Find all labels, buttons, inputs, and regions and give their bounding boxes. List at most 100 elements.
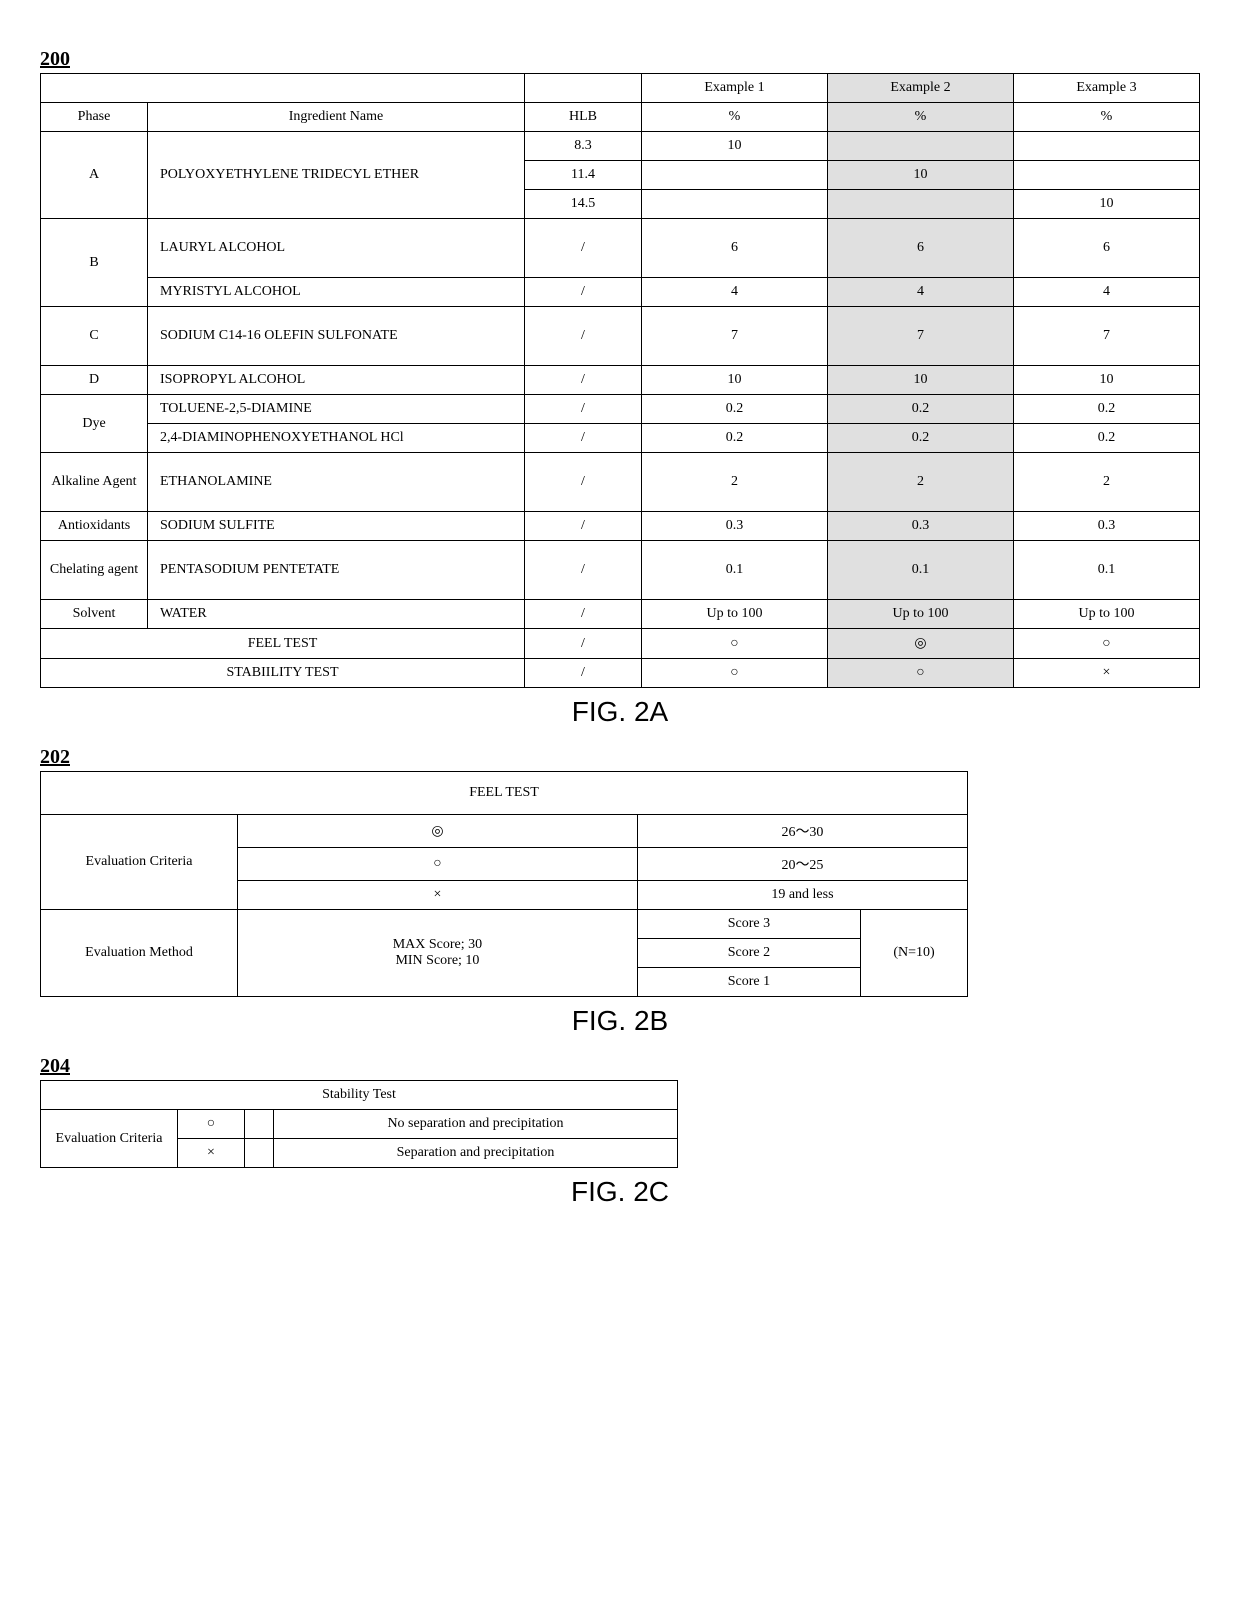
dye-ex2-0: 0.2 [828,395,1014,424]
chel-hlb: / [525,541,642,600]
t202-evalcrit: Evaluation Criteria [41,815,238,910]
t202-sym-2: × [238,881,638,910]
ref-202: 202 [40,746,1200,769]
caption-fig2a: FIG. 2A [40,696,1200,728]
solv-ex1: Up to 100 [642,600,828,629]
b-hlb-1: / [525,278,642,307]
caption-fig2c: FIG. 2C [40,1176,1200,1208]
c-ex2: 7 [828,307,1014,366]
a-hlb-1: 11.4 [525,161,642,190]
t202-max: MAX Score; 30 [246,937,629,953]
alk-ex1: 2 [642,453,828,512]
b-name-0: LAURYL ALCOHOL [148,219,525,278]
phase-d-label: D [41,366,148,395]
solv-name: WATER [148,600,525,629]
aox-hlb: / [525,512,642,541]
ref-204: 204 [40,1055,1200,1078]
aox-ex1: 0.3 [642,512,828,541]
a-ex1-0: 10 [642,132,828,161]
dye-name-0: TOLUENE-2,5-DIAMINE [148,395,525,424]
aox-name: SODIUM SULFITE [148,512,525,541]
dye-name-1: 2,4-DIAMINOPHENOXYETHANOL HCl [148,424,525,453]
chel-ex1: 0.1 [642,541,828,600]
b-name-1: MYRISTYL ALCOHOL [148,278,525,307]
b-ex1-1: 4 [642,278,828,307]
c-ex3: 7 [1014,307,1200,366]
b-ex2-1: 4 [828,278,1014,307]
t202-min: MIN Score; 10 [246,953,629,969]
d-name: ISOPROPYL ALCOHOL [148,366,525,395]
a-hlb-2: 14.5 [525,190,642,219]
a-hlb-0: 8.3 [525,132,642,161]
ref-200: 200 [40,48,1200,71]
b-ex3-0: 6 [1014,219,1200,278]
dye-ex3-0: 0.2 [1014,395,1200,424]
t204-title: Stability Test [41,1081,678,1110]
t202-title: FEEL TEST [41,772,968,815]
hdr-phase: Phase [41,103,148,132]
hdr-pct1: % [642,103,828,132]
t204-evalcrit: Evaluation Criteria [41,1110,178,1168]
table-204: Stability Test Evaluation Criteria ○ No … [40,1080,678,1168]
hdr-ingredient: Ingredient Name [148,103,525,132]
t202-evalmethod: Evaluation Method [41,910,238,997]
c-ex1: 7 [642,307,828,366]
aox-label: Antioxidants [41,512,148,541]
hdr-pct2: % [828,103,1014,132]
caption-fig2b: FIG. 2B [40,1005,1200,1037]
t202-method-scores: MAX Score; 30 MIN Score; 10 [238,910,638,997]
c-name: SODIUM C14-16 OLEFIN SULFONATE [148,307,525,366]
alk-ex2: 2 [828,453,1014,512]
stab-ex3: × [1014,659,1200,688]
hdr-ex1: Example 1 [642,74,828,103]
hdr-hlb: HLB [525,103,642,132]
t204-sym-0: ○ [178,1110,245,1139]
a-ex2-0 [828,132,1014,161]
chel-label: Chelating agent [41,541,148,600]
t202-score-2: Score 1 [637,968,860,997]
dye-ex2-1: 0.2 [828,424,1014,453]
stab-ex1: ○ [642,659,828,688]
stab-label: STABIILITY TEST [41,659,525,688]
solv-ex3: Up to 100 [1014,600,1200,629]
a-ex1-2 [642,190,828,219]
t204-desc-0: No separation and precipitation [274,1110,678,1139]
hdr-ex2: Example 2 [828,74,1014,103]
hdr-pct3: % [1014,103,1200,132]
a-ex1-1 [642,161,828,190]
feel-hlb: / [525,629,642,659]
table-200: Example 1 Example 2 Example 3 Phase Ingr… [40,73,1200,688]
dye-ex1-0: 0.2 [642,395,828,424]
dye-hlb-0: / [525,395,642,424]
t202-range-1: 20～25 [637,848,967,881]
b-ex1-0: 6 [642,219,828,278]
t202-score-1: Score 2 [637,939,860,968]
stab-ex2: ○ [828,659,1014,688]
hdr-ex3: Example 3 [1014,74,1200,103]
a-ex2-2 [828,190,1014,219]
alk-hlb: / [525,453,642,512]
phase-a-label: A [41,132,148,219]
a-ex3-0 [1014,132,1200,161]
t202-score-0: Score 3 [637,910,860,939]
b-ex3-1: 4 [1014,278,1200,307]
c-hlb: / [525,307,642,366]
t204-gap-0 [245,1110,274,1139]
t202-range-0: 26～30 [637,815,967,848]
dye-hlb-1: / [525,424,642,453]
feel-ex3: ○ [1014,629,1200,659]
table-202: FEEL TEST Evaluation Criteria ◎ 26～30 ○ … [40,771,968,997]
feel-label: FEEL TEST [41,629,525,659]
t202-n: (N=10) [861,910,968,997]
solv-label: Solvent [41,600,148,629]
t202-sym-0: ◎ [238,815,638,848]
a-ex3-1 [1014,161,1200,190]
dye-label: Dye [41,395,148,453]
t202-range-2: 19 and less [637,881,967,910]
dye-ex3-1: 0.2 [1014,424,1200,453]
feel-ex2: ◎ [828,629,1014,659]
alk-ex3: 2 [1014,453,1200,512]
blank-hlb [525,74,642,103]
b-ex2-0: 6 [828,219,1014,278]
d-ex3: 10 [1014,366,1200,395]
